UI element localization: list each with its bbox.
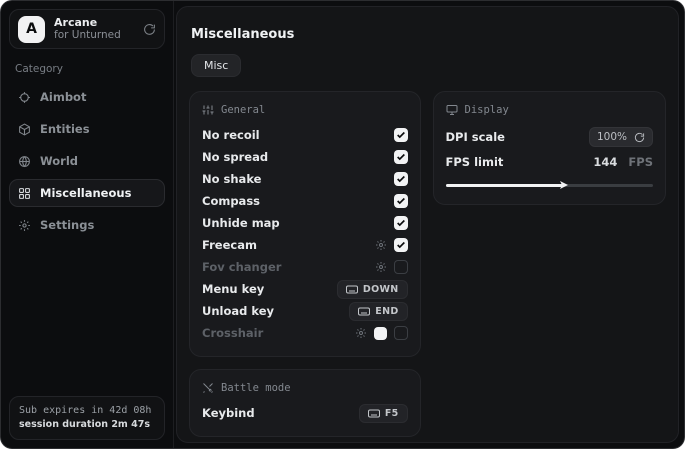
avatar: A xyxy=(18,15,45,43)
sidebar-header-card: A Arcane for Unturned xyxy=(9,9,165,49)
panel-title: Battle mode xyxy=(221,382,291,394)
setting-label: DPI scale xyxy=(445,130,505,144)
fps-limit-unit: FPS xyxy=(628,155,653,169)
setting-row-no-recoil: No recoil xyxy=(202,124,408,146)
checkbox-no-spread[interactable] xyxy=(393,150,408,164)
setting-row-fov-changer: Fov changer xyxy=(202,256,408,278)
globe-icon xyxy=(18,155,31,168)
sidebar-item-settings[interactable]: Settings xyxy=(9,211,165,239)
checkbox-unhide-map[interactable] xyxy=(393,216,408,230)
keyboard-icon xyxy=(367,409,380,418)
gear-icon[interactable] xyxy=(355,327,367,339)
crosshair-icon xyxy=(18,91,31,104)
dpi-scale-control[interactable]: 100% xyxy=(588,127,653,147)
sidebar-item-label: Settings xyxy=(40,218,95,232)
slider-fill xyxy=(445,184,564,187)
sidebar-item-miscellaneous[interactable]: Miscellaneous xyxy=(9,179,165,207)
keyboard-icon xyxy=(358,307,371,316)
checkbox-freecam[interactable] xyxy=(393,238,408,252)
sidebar: A Arcane for Unturned Category Aimbot En… xyxy=(1,1,174,448)
setting-label: Fov changer xyxy=(202,260,282,274)
setting-row-fps-limit: FPS limit 144 FPS xyxy=(446,150,653,174)
setting-label: Unload key xyxy=(202,304,274,318)
page-title: Miscellaneous xyxy=(191,27,295,42)
swords-icon xyxy=(202,382,214,394)
setting-row-unhide-map: Unhide map xyxy=(202,212,408,234)
panel-title: Display xyxy=(464,104,509,116)
category-label: Category xyxy=(15,63,63,75)
gear-icon[interactable] xyxy=(375,261,387,273)
app-title: Arcane xyxy=(54,16,98,29)
refresh-icon xyxy=(634,132,645,143)
dpi-scale-value: 100% xyxy=(596,131,627,143)
checkbox-fov-changer[interactable] xyxy=(393,260,408,274)
grid-icon xyxy=(18,187,31,200)
checkbox-compass[interactable] xyxy=(393,194,408,208)
main-content: Miscellaneous Misc General No recoil xyxy=(176,6,679,443)
setting-label: Compass xyxy=(202,194,261,208)
setting-row-menu-key: Menu key DOWN xyxy=(202,278,408,300)
panel-general: General No recoil No spread No shake xyxy=(189,91,421,357)
sidebar-item-label: Miscellaneous xyxy=(40,186,132,200)
slider-thumb[interactable] xyxy=(558,179,570,191)
setting-row-keybind: Keybind F5 xyxy=(202,402,408,424)
fps-limit-value: 144 xyxy=(593,155,618,169)
color-swatch[interactable] xyxy=(373,326,387,340)
subscription-info-card: Sub expires in 42d 08h session duration … xyxy=(9,395,165,440)
keybind-menu-key[interactable]: DOWN xyxy=(336,279,408,299)
setting-label: Freecam xyxy=(202,238,257,252)
setting-row-unload-key: Unload key END xyxy=(202,300,408,322)
keybind-value: F5 xyxy=(384,407,399,419)
monitor-icon xyxy=(446,104,458,116)
setting-row-no-shake: No shake xyxy=(202,168,408,190)
sidebar-item-label: World xyxy=(40,154,79,168)
checkbox-no-recoil[interactable] xyxy=(393,128,408,142)
fps-limit-slider[interactable] xyxy=(445,178,653,192)
sidebar-item-entities[interactable]: Entities xyxy=(9,115,165,143)
entities-icon xyxy=(18,122,31,136)
setting-label: Crosshair xyxy=(202,326,264,340)
keybind-value: DOWN xyxy=(362,283,399,295)
gear-icon xyxy=(18,219,31,232)
sliders-icon xyxy=(202,104,214,116)
checkbox-no-shake[interactable] xyxy=(393,172,408,186)
setting-row-no-spread: No spread xyxy=(202,146,408,168)
setting-row-crosshair: Crosshair xyxy=(202,322,408,344)
checkbox-crosshair[interactable] xyxy=(393,326,408,340)
setting-label: Keybind xyxy=(202,406,255,420)
keybind-unload-key[interactable]: END xyxy=(349,301,408,321)
setting-row-dpi-scale: DPI scale 100% xyxy=(446,124,653,150)
setting-label: No shake xyxy=(202,172,262,186)
setting-row-freecam: Freecam xyxy=(202,234,408,256)
sidebar-header-titles: Arcane for Unturned xyxy=(54,17,134,42)
setting-label: FPS limit xyxy=(445,155,504,169)
setting-row-compass: Compass xyxy=(202,190,408,212)
tab-misc[interactable]: Misc xyxy=(191,54,242,77)
sub-expiry-text: Sub expires in 42d 08h xyxy=(19,404,152,416)
setting-label: Unhide map xyxy=(202,216,280,230)
panel-title: General xyxy=(221,104,266,116)
sidebar-item-world[interactable]: World xyxy=(9,147,165,175)
sidebar-item-aimbot[interactable]: Aimbot xyxy=(9,83,165,111)
setting-label: No recoil xyxy=(202,128,260,142)
session-duration-text: session duration 2m 47s xyxy=(19,419,151,431)
keybind-battle-mode[interactable]: F5 xyxy=(358,403,408,423)
app-subtitle: for Unturned xyxy=(54,29,121,42)
setting-label: Menu key xyxy=(202,282,265,296)
sidebar-item-label: Aimbot xyxy=(40,90,87,104)
sidebar-item-label: Entities xyxy=(40,122,90,136)
panel-display: Display DPI scale 100% FPS limit xyxy=(432,91,666,205)
gear-icon[interactable] xyxy=(375,239,387,251)
panel-battle-mode: Battle mode Keybind F5 xyxy=(189,369,421,437)
setting-label: No spread xyxy=(202,150,269,164)
keyboard-icon xyxy=(345,285,358,294)
sync-icon[interactable] xyxy=(143,23,156,36)
keybind-value: END xyxy=(375,305,399,317)
